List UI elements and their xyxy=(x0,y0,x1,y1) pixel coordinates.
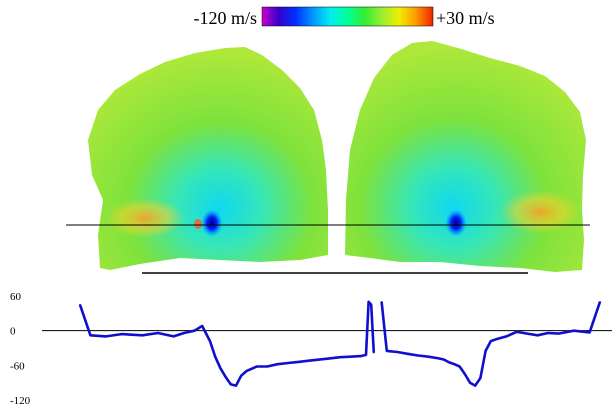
profile-data-point xyxy=(526,332,528,335)
warm-region-right xyxy=(500,190,580,234)
profile-data-point xyxy=(599,301,601,303)
profile-data-point xyxy=(201,325,203,327)
profile-data-point xyxy=(588,331,591,334)
profile-data-point xyxy=(308,359,310,362)
profile-data-point xyxy=(183,332,185,334)
profile-data-point xyxy=(396,351,399,353)
profile-data-point xyxy=(373,351,375,354)
y-tick-label: 0 xyxy=(10,326,16,338)
velocity-lobe-right xyxy=(345,41,586,272)
profile-data-point xyxy=(380,301,383,303)
profile-data-point xyxy=(458,365,461,368)
profile-data-point xyxy=(245,370,248,372)
profile-data-point xyxy=(193,329,196,332)
profile-data-point xyxy=(219,367,222,370)
profile-data-point xyxy=(224,376,227,378)
profile-data-point xyxy=(328,357,331,360)
profile-data-point xyxy=(79,303,81,306)
profile-data-point xyxy=(360,355,362,357)
profile-data-point xyxy=(120,333,123,335)
profile-data-point xyxy=(536,334,539,337)
profile-data-point xyxy=(235,384,237,387)
y-tick-label: 60 xyxy=(10,291,22,303)
velocity-map xyxy=(66,41,590,274)
profile-data-point xyxy=(230,383,232,386)
profile-data-point xyxy=(479,377,482,379)
profile-data-point xyxy=(339,356,341,359)
vortex-right xyxy=(445,209,467,237)
profile-data-point xyxy=(276,363,279,366)
profile-data-point xyxy=(469,381,471,384)
profile-data-point xyxy=(209,340,211,342)
profile-data-point xyxy=(89,334,92,337)
profile-data-point xyxy=(417,354,419,357)
profile-data-point xyxy=(464,373,466,375)
profile-series-line-2 xyxy=(380,301,602,387)
profile-data-point xyxy=(438,357,440,360)
profile-data-point xyxy=(240,374,242,377)
colorbar-gradient xyxy=(261,6,434,27)
profile-data-point xyxy=(172,335,175,338)
warm-region-left xyxy=(105,198,185,238)
profile-data-point xyxy=(484,350,487,352)
profile-data-point xyxy=(386,350,388,352)
profile-data-point xyxy=(516,331,518,333)
profile-data-point xyxy=(365,354,367,356)
y-tick-label: -60 xyxy=(10,360,25,372)
profile-data-point xyxy=(105,335,107,338)
profile-data-point xyxy=(370,303,373,306)
profile-data-point xyxy=(547,332,549,334)
profile-data-point xyxy=(427,355,430,358)
profile-data-point xyxy=(474,384,477,387)
profile-data-point xyxy=(406,353,409,355)
profile-data-point xyxy=(490,340,492,342)
profile-data-point xyxy=(214,355,216,358)
profile-data-point xyxy=(287,362,289,364)
profile-data-point xyxy=(266,365,269,368)
profile-data-point xyxy=(318,358,321,361)
profile-series-line-1 xyxy=(78,300,376,387)
vortex-left-tip xyxy=(194,219,202,229)
profile-data-point xyxy=(573,329,575,332)
profile-data-point xyxy=(505,335,508,338)
profile-data-point xyxy=(297,361,300,363)
profile-data-point xyxy=(349,355,352,358)
velocity-lobe-left xyxy=(88,47,328,270)
profile-data-point xyxy=(255,365,258,368)
y-tick-label: -120 xyxy=(10,395,31,407)
profile-data-point xyxy=(367,301,370,303)
colorbar: -120 m/s +30 m/s xyxy=(193,6,495,28)
profile-chart: 60 0 -60 -120 xyxy=(10,291,612,407)
vortex-left xyxy=(201,209,223,237)
profile-data-point xyxy=(495,338,497,341)
profile-data-point xyxy=(448,361,451,364)
colorbar-max-label: +30 m/s xyxy=(436,8,495,28)
profile-data-point xyxy=(557,332,560,335)
profile-data-point xyxy=(453,363,456,366)
profile-data-point xyxy=(443,358,445,361)
profile-data-point xyxy=(157,332,159,334)
colorbar-min-label: -120 m/s xyxy=(193,8,257,28)
profile-data-point xyxy=(141,334,144,337)
